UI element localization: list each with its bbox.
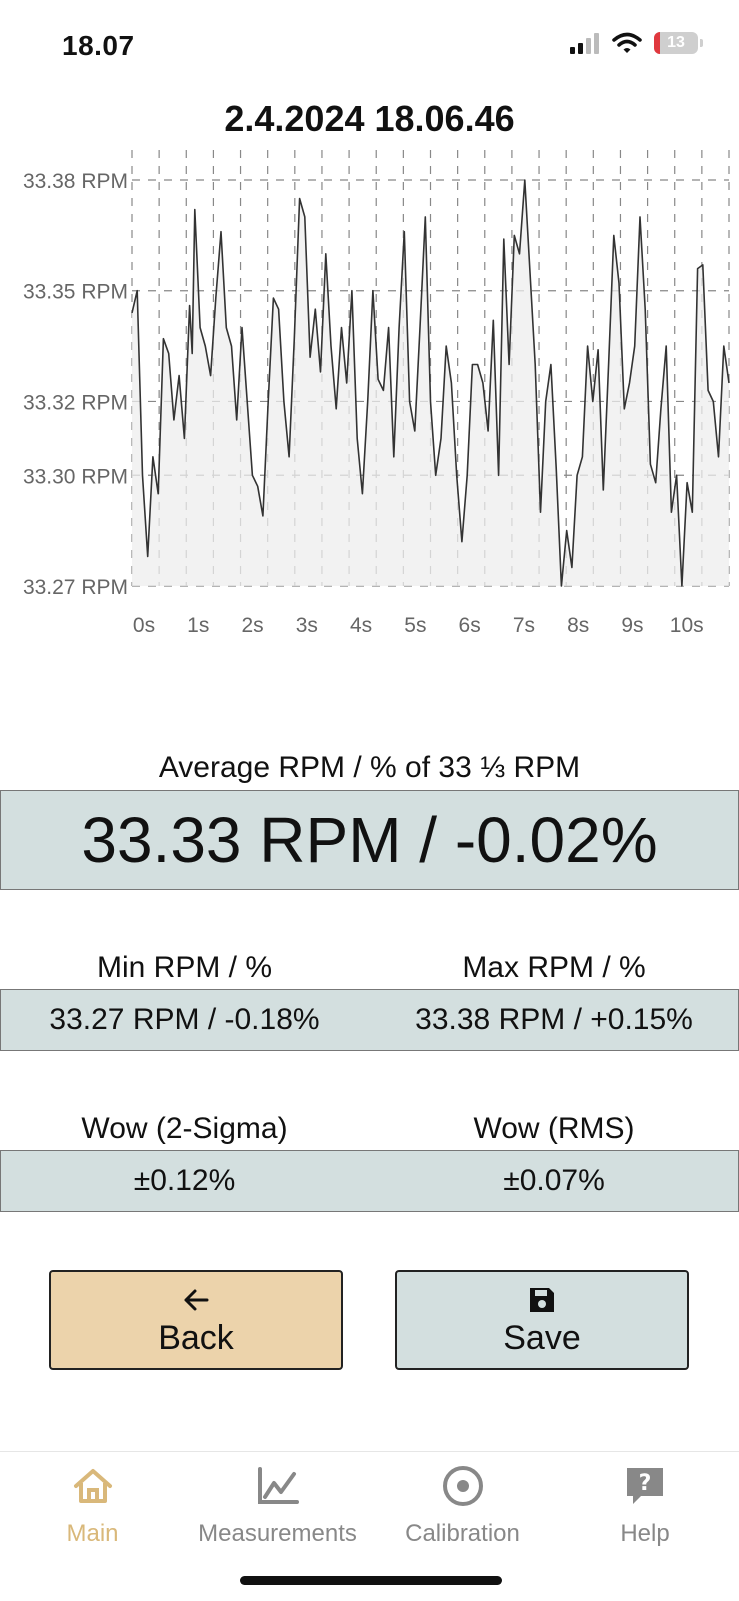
- x-tick-label: 1s: [187, 614, 209, 637]
- tab-help-label: Help: [620, 1520, 670, 1547]
- battery-icon: 13: [654, 32, 698, 54]
- max-value: 33.38 RPM / +0.15%: [415, 1003, 693, 1036]
- wow-2sigma-label: Wow (2-Sigma): [81, 1112, 288, 1145]
- home-indicator: [240, 1576, 502, 1585]
- save-button[interactable]: Save: [395, 1270, 689, 1370]
- x-tick-label: 8s: [567, 614, 589, 637]
- min-max-panel: [0, 989, 739, 1051]
- rpm-chart: 33.38 RPM 33.35 RPM 33.32 RPM 33.30 RPM 33.2…: [23, 150, 730, 637]
- min-value: 33.27 RPM / -0.18%: [49, 1003, 320, 1036]
- x-tick-label: 6s: [459, 614, 481, 637]
- max-label: Max RPM / %: [462, 951, 646, 984]
- tab-calibration-label: Calibration: [405, 1520, 520, 1547]
- back-button-label: Back: [158, 1318, 234, 1357]
- x-tick-label: 10s: [670, 614, 704, 637]
- status-icons: 13: [570, 32, 703, 54]
- x-tick-label: 2s: [241, 614, 263, 637]
- help-icon: ?: [590, 1462, 700, 1510]
- wow-rms-label: Wow (RMS): [473, 1112, 635, 1145]
- wow-panel: [0, 1150, 739, 1212]
- x-tick-label: 3s: [296, 614, 318, 637]
- battery-level: 13: [667, 34, 685, 51]
- signal-icon: [570, 33, 599, 54]
- x-tick-label: 9s: [621, 614, 643, 637]
- tab-measurements[interactable]: Measurements: [180, 1452, 375, 1548]
- y-tick-label: 33.38 RPM: [23, 170, 128, 193]
- tab-main[interactable]: Main: [40, 1452, 145, 1548]
- min-label: Min RPM / %: [96, 951, 273, 984]
- wifi-icon: [612, 32, 642, 53]
- series-line: [131, 179, 730, 587]
- tab-calibration[interactable]: Calibration: [385, 1452, 540, 1548]
- target-icon: [385, 1462, 540, 1510]
- average-panel: [0, 790, 739, 890]
- tab-bar: Main Measurements Calibration ? Help: [0, 1451, 739, 1601]
- y-tick-label: 33.35 RPM: [23, 281, 128, 304]
- status-bar: 18.07 13: [0, 0, 739, 90]
- tab-measurements-label: Measurements: [198, 1520, 357, 1547]
- y-tick-label: 33.27 RPM: [23, 576, 128, 599]
- tab-main-label: Main: [66, 1520, 119, 1547]
- x-tick-label: 4s: [350, 614, 372, 637]
- back-button[interactable]: Back: [49, 1270, 343, 1370]
- average-label: Average RPM / % of 33 ⅓ RPM: [158, 751, 581, 784]
- status-time: 18.07: [62, 30, 135, 61]
- floppy-disk-icon: [527, 1283, 557, 1317]
- wow-2sigma-value: ±0.12%: [133, 1164, 236, 1197]
- chart-title: 2.4.2024 18.06.46: [224, 98, 515, 139]
- y-tick-label: 33.30 RPM: [23, 465, 128, 488]
- save-button-label: Save: [503, 1318, 581, 1357]
- wow-rms-value: ±0.07%: [503, 1164, 605, 1197]
- x-tick-label: 5s: [404, 614, 426, 637]
- home-icon: [40, 1462, 145, 1510]
- chart-line-icon: [180, 1462, 375, 1510]
- y-tick-label: 33.32 RPM: [23, 391, 128, 414]
- tab-help[interactable]: ? Help: [590, 1452, 700, 1548]
- series-area: [132, 180, 729, 586]
- svg-text:?: ?: [639, 1471, 652, 1496]
- arrow-left-icon: [181, 1283, 211, 1317]
- x-tick-label: 7s: [513, 614, 535, 637]
- average-value: 33.33 RPM / -0.02%: [81, 804, 658, 876]
- x-tick-label: 0s: [133, 614, 155, 637]
